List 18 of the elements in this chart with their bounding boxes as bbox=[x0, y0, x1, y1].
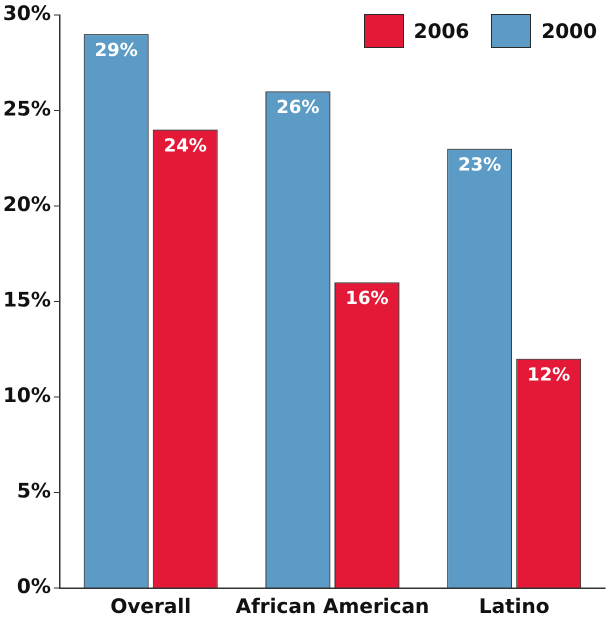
x-tick-label: Overall bbox=[110, 594, 192, 618]
data-label: 26% bbox=[276, 97, 320, 118]
data-label: 24% bbox=[164, 135, 207, 156]
data-label: 12% bbox=[527, 364, 570, 386]
y-tick-label: 30% bbox=[2, 1, 51, 26]
y-tick-label: 0% bbox=[16, 574, 51, 598]
legend-label: 2000 bbox=[541, 19, 597, 43]
data-label: 23% bbox=[458, 154, 502, 176]
y-tick-label: 5% bbox=[16, 478, 51, 503]
y-tick-label: 10% bbox=[2, 383, 51, 408]
y-tick-label: 25% bbox=[2, 96, 51, 121]
x-tick-label: African American bbox=[236, 594, 430, 618]
legend-label: 2006 bbox=[414, 19, 470, 43]
data-label: 29% bbox=[94, 40, 138, 61]
y-tick-label: 15% bbox=[2, 288, 51, 312]
y-tick-label: 20% bbox=[2, 192, 51, 216]
data-label: 16% bbox=[345, 288, 389, 310]
x-tick-label: Latino bbox=[478, 594, 550, 618]
